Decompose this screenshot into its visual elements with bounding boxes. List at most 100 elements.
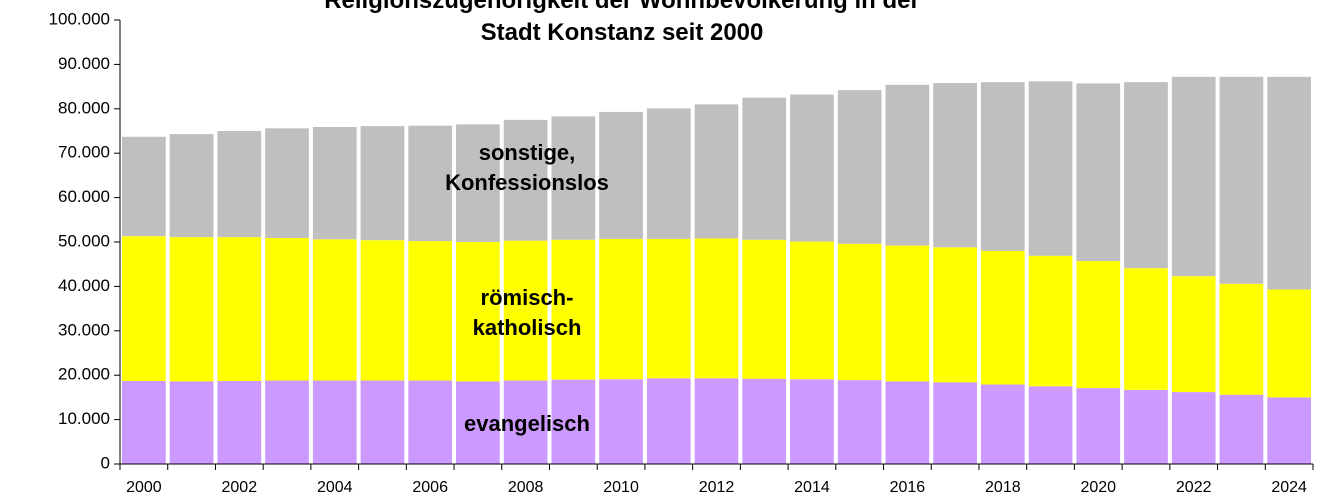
x-tick-label: 2014 <box>794 479 830 496</box>
bar-segment <box>1171 392 1216 464</box>
bar-segment <box>933 83 977 248</box>
bar-segment <box>694 104 739 239</box>
bar-segment <box>408 380 453 464</box>
x-tick-label: 2018 <box>985 479 1021 496</box>
bar-segment <box>408 125 453 242</box>
bar-segment <box>1219 394 1264 464</box>
bar-segment <box>646 378 691 464</box>
bar-segment <box>980 250 1025 385</box>
bar-segment <box>503 380 548 464</box>
bar-segment <box>694 238 739 379</box>
x-tick-label: 2022 <box>1176 479 1212 496</box>
y-tick-label: 70.000 <box>58 143 110 162</box>
bar-segment <box>837 90 882 244</box>
bar-segment <box>1171 76 1216 277</box>
bar-segment <box>646 108 691 239</box>
bar-segment <box>790 379 834 464</box>
x-tick-label: 2008 <box>508 479 544 496</box>
bar-segment <box>1219 283 1264 395</box>
bar-segment <box>312 380 357 464</box>
x-tick-label: 2006 <box>412 479 448 496</box>
bar-segment <box>742 97 787 240</box>
y-tick-label: 40.000 <box>58 276 110 295</box>
bar-segment <box>694 378 739 464</box>
bar-segment <box>742 239 787 379</box>
y-tick-label: 90.000 <box>58 54 110 73</box>
bar-segment <box>1219 76 1264 284</box>
bar-segment <box>551 379 596 464</box>
bar-segment <box>1267 397 1311 464</box>
bar-segment <box>790 94 834 242</box>
x-tick-label: 2020 <box>1080 479 1116 496</box>
bar-segment <box>503 119 548 241</box>
x-tick-label: 2000 <box>126 479 162 496</box>
bar-segment <box>265 238 309 381</box>
bar-segment <box>1124 268 1168 390</box>
bar-segment <box>456 381 500 464</box>
bar-segment <box>599 238 643 380</box>
bar-segment <box>1076 83 1121 262</box>
x-tick-label: 2002 <box>222 479 258 496</box>
bar-segment <box>360 380 405 464</box>
bar-segment <box>1267 76 1311 290</box>
bar-segment <box>1028 386 1073 464</box>
bar-segment <box>1028 255 1073 387</box>
bar-segment <box>742 378 787 464</box>
bar-segment <box>933 247 977 383</box>
bar-segment <box>599 379 643 464</box>
bar-segment <box>312 127 357 240</box>
bar-segment <box>169 134 214 238</box>
x-tick-label: 2004 <box>317 479 353 496</box>
bar-segment <box>1171 276 1216 393</box>
y-tick-label: 60.000 <box>58 187 110 206</box>
chart-title: Religionszugehörigkeit der Wohnbevölkeru… <box>292 0 952 49</box>
y-tick-label: 80.000 <box>58 98 110 117</box>
bar-segment <box>456 124 500 242</box>
bar-segment <box>360 240 405 381</box>
bar-segment <box>837 380 882 464</box>
bar-segment <box>503 240 548 381</box>
bar-segment <box>885 381 930 464</box>
x-tick-label: 2012 <box>699 479 735 496</box>
bar-segment <box>599 111 643 239</box>
y-tick-label: 0 <box>101 453 110 472</box>
series-label: evangelisch <box>464 411 590 436</box>
y-tick-label: 20.000 <box>58 365 110 384</box>
bar-segment <box>217 131 262 238</box>
bar-segment <box>933 382 977 464</box>
x-tick-label: 2024 <box>1271 479 1307 496</box>
bar-segment <box>551 116 596 240</box>
series-label: sonstige, Konfessionslos <box>445 140 609 195</box>
bar-segment <box>646 238 691 379</box>
x-tick-label: 2016 <box>890 479 926 496</box>
bar-segment <box>885 245 930 382</box>
bar-segment <box>265 128 309 239</box>
bar-segment <box>122 136 166 237</box>
bar-segment <box>1028 81 1073 256</box>
bar-segment <box>360 126 405 241</box>
y-tick-label: 100.000 <box>49 9 110 28</box>
bar-segment <box>885 84 930 246</box>
bar-segment <box>169 381 214 464</box>
bar-segment <box>456 242 500 382</box>
series-label: römisch-katholisch <box>472 285 582 340</box>
y-tick-label: 50.000 <box>58 231 110 250</box>
bar-segment <box>1076 388 1121 464</box>
bar-segment <box>980 384 1025 464</box>
bar-segment <box>1076 261 1121 389</box>
bar-segment <box>1267 289 1311 398</box>
bar-segment <box>122 380 166 464</box>
x-tick-label: 2010 <box>603 479 639 496</box>
bar-segment <box>551 239 596 380</box>
bar-segment <box>122 236 166 381</box>
bar-segment <box>790 241 834 380</box>
bar-segment <box>265 380 309 464</box>
bar-segment <box>980 82 1025 251</box>
y-tick-label: 10.000 <box>58 409 110 428</box>
bar-segment <box>408 241 453 381</box>
bar-segment <box>1124 82 1168 269</box>
bar-segment <box>217 380 262 464</box>
y-tick-label: 30.000 <box>58 320 110 339</box>
